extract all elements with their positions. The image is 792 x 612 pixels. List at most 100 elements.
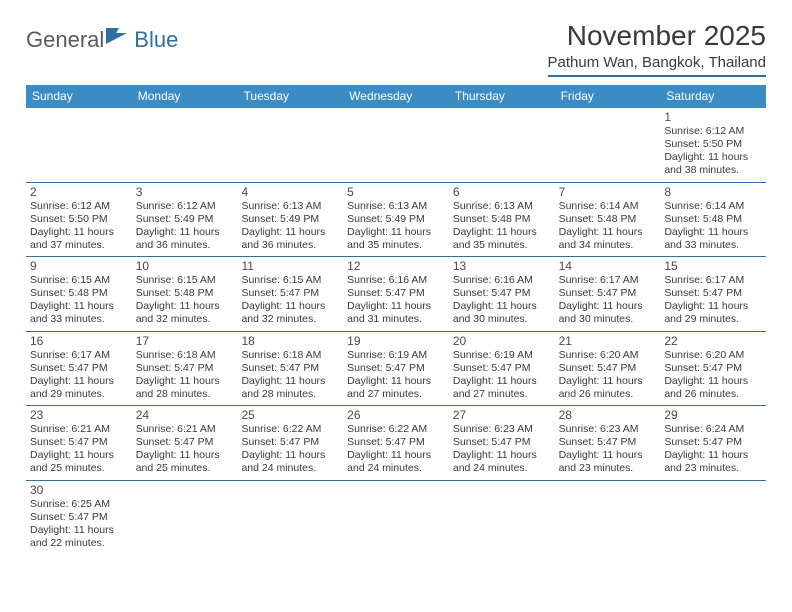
- daylight-text: and 38 minutes.: [664, 164, 762, 177]
- day-number: 25: [241, 408, 339, 422]
- week-row: 30Sunrise: 6:25 AMSunset: 5:47 PMDayligh…: [26, 481, 766, 555]
- day-number: 14: [559, 259, 657, 273]
- location-text: Pathum Wan, Bangkok, Thailand: [548, 54, 766, 71]
- day-cell: 27Sunrise: 6:23 AMSunset: 5:47 PMDayligh…: [449, 406, 555, 480]
- day-cell: 12Sunrise: 6:16 AMSunset: 5:47 PMDayligh…: [343, 257, 449, 331]
- day-number: 22: [664, 334, 762, 348]
- daylight-text: and 33 minutes.: [30, 313, 128, 326]
- day-cell: 5Sunrise: 6:13 AMSunset: 5:49 PMDaylight…: [343, 183, 449, 257]
- daylight-text: and 32 minutes.: [136, 313, 234, 326]
- weekday-tuesday: Tuesday: [237, 85, 343, 108]
- day-cell: [449, 108, 555, 182]
- daylight-text: and 24 minutes.: [347, 462, 445, 475]
- daylight-text: Daylight: 11 hours: [30, 300, 128, 313]
- day-cell: 22Sunrise: 6:20 AMSunset: 5:47 PMDayligh…: [660, 332, 766, 406]
- day-cell: 8Sunrise: 6:14 AMSunset: 5:48 PMDaylight…: [660, 183, 766, 257]
- day-cell: 13Sunrise: 6:16 AMSunset: 5:47 PMDayligh…: [449, 257, 555, 331]
- daylight-text: Daylight: 11 hours: [347, 375, 445, 388]
- daylight-text: and 27 minutes.: [453, 388, 551, 401]
- day-cell: 26Sunrise: 6:22 AMSunset: 5:47 PMDayligh…: [343, 406, 449, 480]
- day-number: 26: [347, 408, 445, 422]
- weekday-sunday: Sunday: [26, 85, 132, 108]
- day-cell: 28Sunrise: 6:23 AMSunset: 5:47 PMDayligh…: [555, 406, 661, 480]
- day-cell: 11Sunrise: 6:15 AMSunset: 5:47 PMDayligh…: [237, 257, 343, 331]
- day-number: 8: [664, 185, 762, 199]
- daylight-text: and 26 minutes.: [559, 388, 657, 401]
- sunrise-text: Sunrise: 6:12 AM: [30, 200, 128, 213]
- daylight-text: Daylight: 11 hours: [241, 375, 339, 388]
- day-number: 29: [664, 408, 762, 422]
- daylight-text: Daylight: 11 hours: [559, 226, 657, 239]
- daylight-text: Daylight: 11 hours: [453, 226, 551, 239]
- daylight-text: and 34 minutes.: [559, 239, 657, 252]
- sunset-text: Sunset: 5:47 PM: [664, 362, 762, 375]
- daylight-text: and 36 minutes.: [241, 239, 339, 252]
- sunrise-text: Sunrise: 6:17 AM: [664, 274, 762, 287]
- day-number: 15: [664, 259, 762, 273]
- week-row: 2Sunrise: 6:12 AMSunset: 5:50 PMDaylight…: [26, 183, 766, 258]
- day-cell: [660, 481, 766, 555]
- day-number: 17: [136, 334, 234, 348]
- daylight-text: Daylight: 11 hours: [30, 449, 128, 462]
- week-row: 16Sunrise: 6:17 AMSunset: 5:47 PMDayligh…: [26, 332, 766, 407]
- daylight-text: and 35 minutes.: [347, 239, 445, 252]
- daylight-text: Daylight: 11 hours: [241, 449, 339, 462]
- sunrise-text: Sunrise: 6:20 AM: [664, 349, 762, 362]
- day-cell: [26, 108, 132, 182]
- day-cell: 3Sunrise: 6:12 AMSunset: 5:49 PMDaylight…: [132, 183, 238, 257]
- sunset-text: Sunset: 5:50 PM: [664, 138, 762, 151]
- sunrise-text: Sunrise: 6:25 AM: [30, 498, 128, 511]
- sunrise-text: Sunrise: 6:13 AM: [241, 200, 339, 213]
- sunset-text: Sunset: 5:47 PM: [664, 436, 762, 449]
- daylight-text: Daylight: 11 hours: [664, 226, 762, 239]
- month-title: November 2025: [548, 20, 766, 52]
- sunset-text: Sunset: 5:47 PM: [559, 362, 657, 375]
- daylight-text: Daylight: 11 hours: [30, 524, 128, 537]
- sunrise-text: Sunrise: 6:16 AM: [453, 274, 551, 287]
- day-number: 13: [453, 259, 551, 273]
- daylight-text: Daylight: 11 hours: [136, 449, 234, 462]
- day-cell: 16Sunrise: 6:17 AMSunset: 5:47 PMDayligh…: [26, 332, 132, 406]
- sunset-text: Sunset: 5:47 PM: [453, 436, 551, 449]
- sunrise-text: Sunrise: 6:22 AM: [241, 423, 339, 436]
- calendar: Sunday Monday Tuesday Wednesday Thursday…: [26, 85, 766, 554]
- sunset-text: Sunset: 5:48 PM: [30, 287, 128, 300]
- sunset-text: Sunset: 5:47 PM: [664, 287, 762, 300]
- day-cell: [132, 481, 238, 555]
- day-number: 12: [347, 259, 445, 273]
- day-number: 9: [30, 259, 128, 273]
- title-rule: [548, 75, 766, 77]
- day-cell: 30Sunrise: 6:25 AMSunset: 5:47 PMDayligh…: [26, 481, 132, 555]
- sunset-text: Sunset: 5:47 PM: [30, 436, 128, 449]
- sunrise-text: Sunrise: 6:21 AM: [30, 423, 128, 436]
- sunrise-text: Sunrise: 6:17 AM: [559, 274, 657, 287]
- day-number: 4: [241, 185, 339, 199]
- sunrise-text: Sunrise: 6:13 AM: [347, 200, 445, 213]
- sunrise-text: Sunrise: 6:23 AM: [453, 423, 551, 436]
- sunrise-text: Sunrise: 6:18 AM: [241, 349, 339, 362]
- day-cell: 17Sunrise: 6:18 AMSunset: 5:47 PMDayligh…: [132, 332, 238, 406]
- daylight-text: and 29 minutes.: [30, 388, 128, 401]
- day-number: 10: [136, 259, 234, 273]
- day-cell: 15Sunrise: 6:17 AMSunset: 5:47 PMDayligh…: [660, 257, 766, 331]
- sunrise-text: Sunrise: 6:13 AM: [453, 200, 551, 213]
- weekday-friday: Friday: [555, 85, 661, 108]
- title-block: November 2025 Pathum Wan, Bangkok, Thail…: [548, 20, 766, 77]
- logo-text-1: General: [26, 27, 104, 53]
- logo-text-2: Blue: [134, 27, 178, 53]
- day-cell: 18Sunrise: 6:18 AMSunset: 5:47 PMDayligh…: [237, 332, 343, 406]
- sunset-text: Sunset: 5:47 PM: [347, 436, 445, 449]
- day-cell: [237, 481, 343, 555]
- weekday-wednesday: Wednesday: [343, 85, 449, 108]
- sunrise-text: Sunrise: 6:23 AM: [559, 423, 657, 436]
- sunset-text: Sunset: 5:49 PM: [347, 213, 445, 226]
- day-cell: [132, 108, 238, 182]
- daylight-text: Daylight: 11 hours: [241, 300, 339, 313]
- day-cell: [449, 481, 555, 555]
- sunrise-text: Sunrise: 6:19 AM: [347, 349, 445, 362]
- sunrise-text: Sunrise: 6:14 AM: [664, 200, 762, 213]
- daylight-text: Daylight: 11 hours: [30, 226, 128, 239]
- day-number: 16: [30, 334, 128, 348]
- day-cell: [343, 108, 449, 182]
- daylight-text: Daylight: 11 hours: [559, 300, 657, 313]
